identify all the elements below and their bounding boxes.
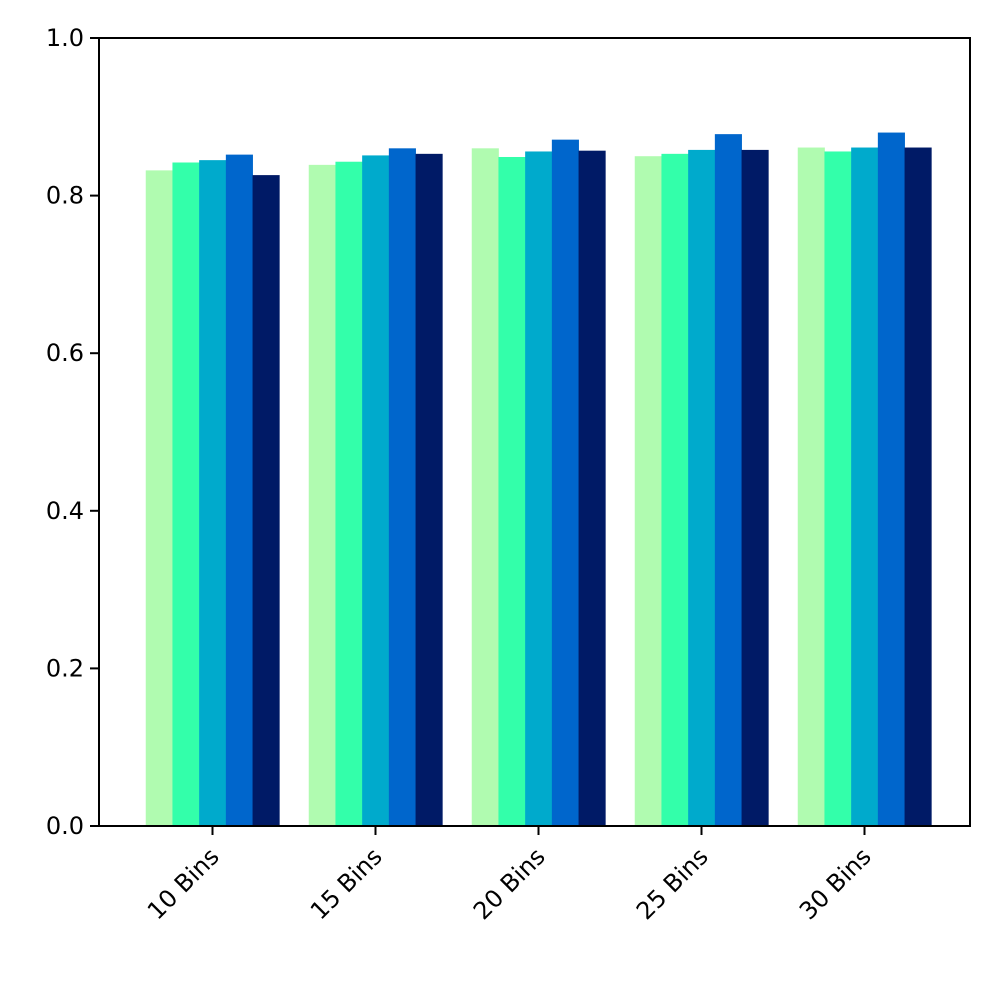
y-tick-label: 0.6 [46, 339, 84, 367]
bar-2-3 [362, 155, 390, 826]
bar-5-1 [797, 147, 825, 826]
y-tick-label: 0.8 [46, 182, 84, 210]
bar-3-5 [578, 150, 606, 826]
bar-3-4 [551, 139, 579, 826]
y-axis: 0.0 0.2 0.4 0.6 0.8 1.0 [46, 24, 99, 840]
bar-1-2 [172, 162, 200, 826]
bar-3-1 [471, 148, 499, 826]
y-tick-label: 0.2 [46, 654, 84, 682]
bar-2-4 [388, 148, 416, 826]
bars-layer [145, 132, 932, 827]
bar-1-4 [225, 154, 253, 826]
bar-5-4 [877, 132, 905, 826]
bar-1-3 [199, 160, 227, 826]
bar-2-1 [308, 164, 336, 826]
bar-2-2 [335, 161, 363, 827]
bar-4-3 [688, 149, 716, 826]
bar-4-4 [714, 134, 742, 826]
bar-4-5 [741, 149, 769, 826]
y-tick-label: 0.0 [46, 812, 84, 840]
bar-1-1 [145, 170, 173, 826]
bar-5-3 [851, 147, 879, 826]
y-tick-label: 0.4 [46, 497, 84, 525]
bar-4-2 [661, 153, 689, 827]
bar-1-5 [252, 175, 280, 827]
bar-2-5 [415, 153, 443, 827]
bar-5-2 [824, 151, 852, 827]
bar-4-1 [634, 156, 662, 826]
bar-3-2 [498, 156, 526, 827]
plot-frame [98, 37, 971, 827]
bar-5-5 [904, 147, 932, 826]
bar-3-3 [525, 151, 553, 827]
y-tick-label: 1.0 [46, 24, 84, 52]
